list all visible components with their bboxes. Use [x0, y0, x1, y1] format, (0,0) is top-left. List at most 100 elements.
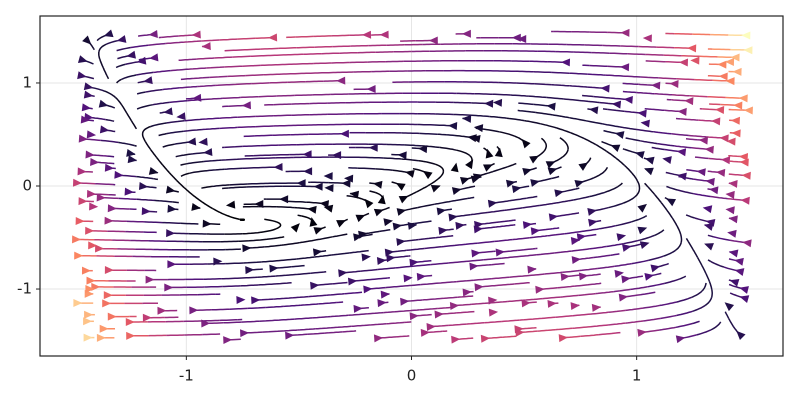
- arrow-head: [548, 213, 559, 222]
- arrow-head: [407, 221, 418, 230]
- arrow-head: [687, 44, 697, 53]
- streamline: [245, 74, 264, 77]
- arrow-head: [309, 217, 318, 227]
- streamline: [222, 96, 241, 100]
- streamline: [297, 214, 302, 217]
- streamline: [242, 48, 261, 51]
- streamline: [645, 53, 664, 56]
- streamline: [106, 75, 110, 80]
- arrow-head: [739, 295, 750, 303]
- streamline: [153, 69, 171, 74]
- streamline: [707, 259, 712, 263]
- arrow-head: [72, 178, 83, 187]
- streamline: [473, 277, 492, 281]
- streamline: [305, 80, 324, 83]
- streamline: [483, 257, 502, 261]
- streamline: [482, 128, 500, 133]
- streamline: [656, 46, 675, 49]
- arrow-head: [669, 80, 679, 88]
- streamline: [437, 306, 453, 310]
- streamline: [525, 297, 543, 301]
- streamline: [191, 76, 210, 80]
- streamline: [183, 40, 202, 43]
- streamline: [326, 293, 345, 296]
- streamline: [542, 296, 561, 300]
- arrow-head: [547, 299, 557, 308]
- arrow-head: [558, 334, 568, 343]
- streamline: [546, 96, 564, 100]
- streamline: [418, 236, 436, 241]
- streamline: [564, 230, 583, 235]
- streamline: [273, 114, 292, 117]
- arrow-head: [570, 237, 581, 245]
- streamline: [136, 198, 155, 202]
- arrow-head: [191, 202, 201, 211]
- streamline: [383, 310, 402, 314]
- arrow-head: [591, 303, 602, 312]
- arrow-head: [741, 171, 751, 180]
- arrow-head: [380, 290, 390, 299]
- streamline: [666, 209, 673, 219]
- streamline: [203, 159, 222, 163]
- arrow-head: [77, 71, 87, 80]
- streamline: [260, 63, 279, 67]
- streamline: [219, 318, 238, 322]
- arrow-head: [225, 200, 236, 209]
- streamline: [710, 322, 721, 331]
- streamline: [118, 197, 137, 201]
- arrow-head: [450, 162, 459, 173]
- streamline: [631, 215, 646, 223]
- streamline: [588, 245, 607, 250]
- streamline: [342, 330, 357, 333]
- streamline: [315, 326, 334, 330]
- arrow-head: [324, 184, 334, 193]
- arrow-head: [610, 144, 621, 153]
- streamline: [313, 62, 332, 65]
- streamline: [660, 314, 678, 320]
- arrow-head: [90, 157, 100, 166]
- arrow-head: [355, 214, 366, 223]
- arrow-head: [587, 208, 597, 216]
- streamline: [528, 95, 547, 99]
- streamline: [243, 135, 255, 138]
- streamline: [253, 154, 272, 157]
- streamline: [386, 143, 405, 146]
- arrow-head: [717, 60, 727, 69]
- streamline: [350, 44, 369, 47]
- streamline: [186, 160, 205, 165]
- arrow-head: [116, 35, 127, 43]
- streamline: [622, 148, 625, 151]
- streamline: [659, 301, 677, 307]
- arrow-head: [83, 333, 93, 342]
- streamline: [155, 156, 164, 166]
- streamline: [404, 321, 412, 324]
- streamline: [395, 265, 414, 269]
- arrow-head: [416, 272, 427, 281]
- streamline: [255, 125, 274, 128]
- arrow-head: [494, 147, 503, 158]
- arrow-head: [620, 63, 630, 72]
- streamline: [597, 265, 615, 270]
- x-tick-label: 1: [632, 367, 642, 385]
- streamline: [498, 81, 517, 84]
- streamline: [150, 122, 168, 128]
- arrow-head: [471, 249, 481, 258]
- streamline: [333, 325, 352, 329]
- streamline: [647, 186, 656, 196]
- streamline: [290, 124, 310, 127]
- y-tick-label: -1: [17, 280, 32, 298]
- streamline: [257, 275, 276, 278]
- arrow-head: [704, 145, 714, 154]
- arrow-head: [734, 268, 745, 276]
- streamline: [619, 126, 637, 131]
- streamline: [437, 171, 445, 180]
- arrow-head: [124, 187, 134, 196]
- streamline: [296, 256, 315, 260]
- arrow-head: [254, 199, 264, 208]
- streamline: [418, 159, 436, 165]
- streamline: [502, 335, 517, 338]
- streamline: [547, 232, 565, 237]
- arrow-head: [426, 322, 436, 331]
- arrow-head: [570, 302, 580, 311]
